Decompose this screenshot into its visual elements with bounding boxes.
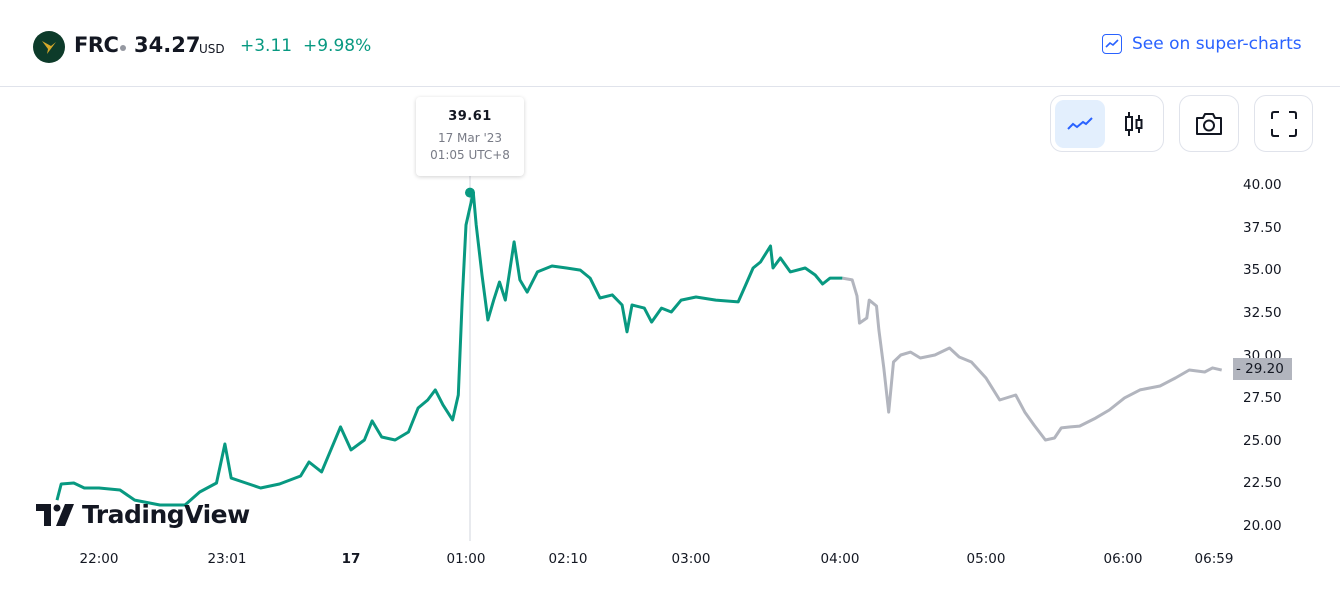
watermark-text: TradingView: [82, 500, 250, 529]
price-tick-label: 27.50: [1243, 390, 1282, 407]
tooltip-date: 17 Mar '23: [437, 131, 503, 145]
currency: USD: [199, 42, 225, 56]
crosshair-tooltip: 39.61 17 Mar '23 01:05 UTC+8: [416, 97, 524, 176]
company-logo: [33, 31, 65, 63]
fullscreen-button[interactable]: [1254, 95, 1313, 152]
time-tick-label: 06:00: [1103, 551, 1143, 567]
price-change-percent: +9.98%: [303, 36, 372, 56]
time-tick-label: 02:10: [548, 551, 588, 567]
candlestick-chart-button[interactable]: [1109, 100, 1159, 148]
time-tick-label: 06:59: [1194, 551, 1234, 567]
price-tick-label: 25.00: [1243, 432, 1282, 449]
chart-link-icon: [1102, 34, 1122, 54]
tradingview-logo-icon: [36, 503, 74, 526]
price-tick-label: 20.00: [1243, 518, 1282, 534]
fullscreen-icon: [1270, 110, 1297, 137]
time-tick-label: 04:00: [820, 551, 860, 567]
super-charts-link[interactable]: See on super-charts: [1102, 34, 1302, 54]
price-change: +3.11: [240, 36, 293, 56]
price-tick-label: 32.50: [1243, 304, 1282, 321]
symbol-name: FRC: [74, 33, 119, 57]
line-chart-button[interactable]: [1055, 99, 1105, 148]
price-tick-label: 37.50: [1243, 219, 1282, 236]
last-price: 34.27: [134, 33, 201, 57]
time-tick-label: 23:01: [207, 551, 247, 567]
time-tick-label: 17: [341, 551, 361, 567]
time-tick-label: 22:00: [79, 551, 119, 567]
tradingview-watermark: TradingView: [36, 500, 250, 529]
tooltip-time: 01:05 UTC+8: [430, 148, 510, 162]
last-price-label: - 29.20: [1233, 358, 1292, 380]
snapshot-button[interactable]: [1179, 95, 1239, 152]
chart-type-toggle: [1050, 95, 1164, 152]
super-charts-label: See on super-charts: [1132, 34, 1302, 54]
camera-icon: [1196, 112, 1222, 135]
line-chart-icon: [1067, 116, 1093, 130]
symbol-header: FRC 34.27 USD +3.11 +9.98% See on super-…: [0, 0, 1340, 87]
time-tick-label: 03:00: [671, 551, 711, 567]
price-tick-label: 35.00: [1243, 262, 1282, 279]
price-line-regular: [55, 191, 843, 507]
tooltip-value: 39.61: [448, 109, 492, 124]
price-tick-label: 40.00: [1243, 177, 1282, 193]
time-tick-label: 05:00: [966, 551, 1006, 567]
eagle-icon: [42, 41, 56, 54]
candlestick-icon: [1125, 111, 1143, 136]
price-tick-label: 22.50: [1243, 475, 1282, 492]
time-tick-label: 01:00: [446, 551, 486, 567]
separator-dot: [120, 45, 126, 51]
price-line-extended: [842, 276, 1223, 442]
highlight-point: [465, 187, 475, 198]
